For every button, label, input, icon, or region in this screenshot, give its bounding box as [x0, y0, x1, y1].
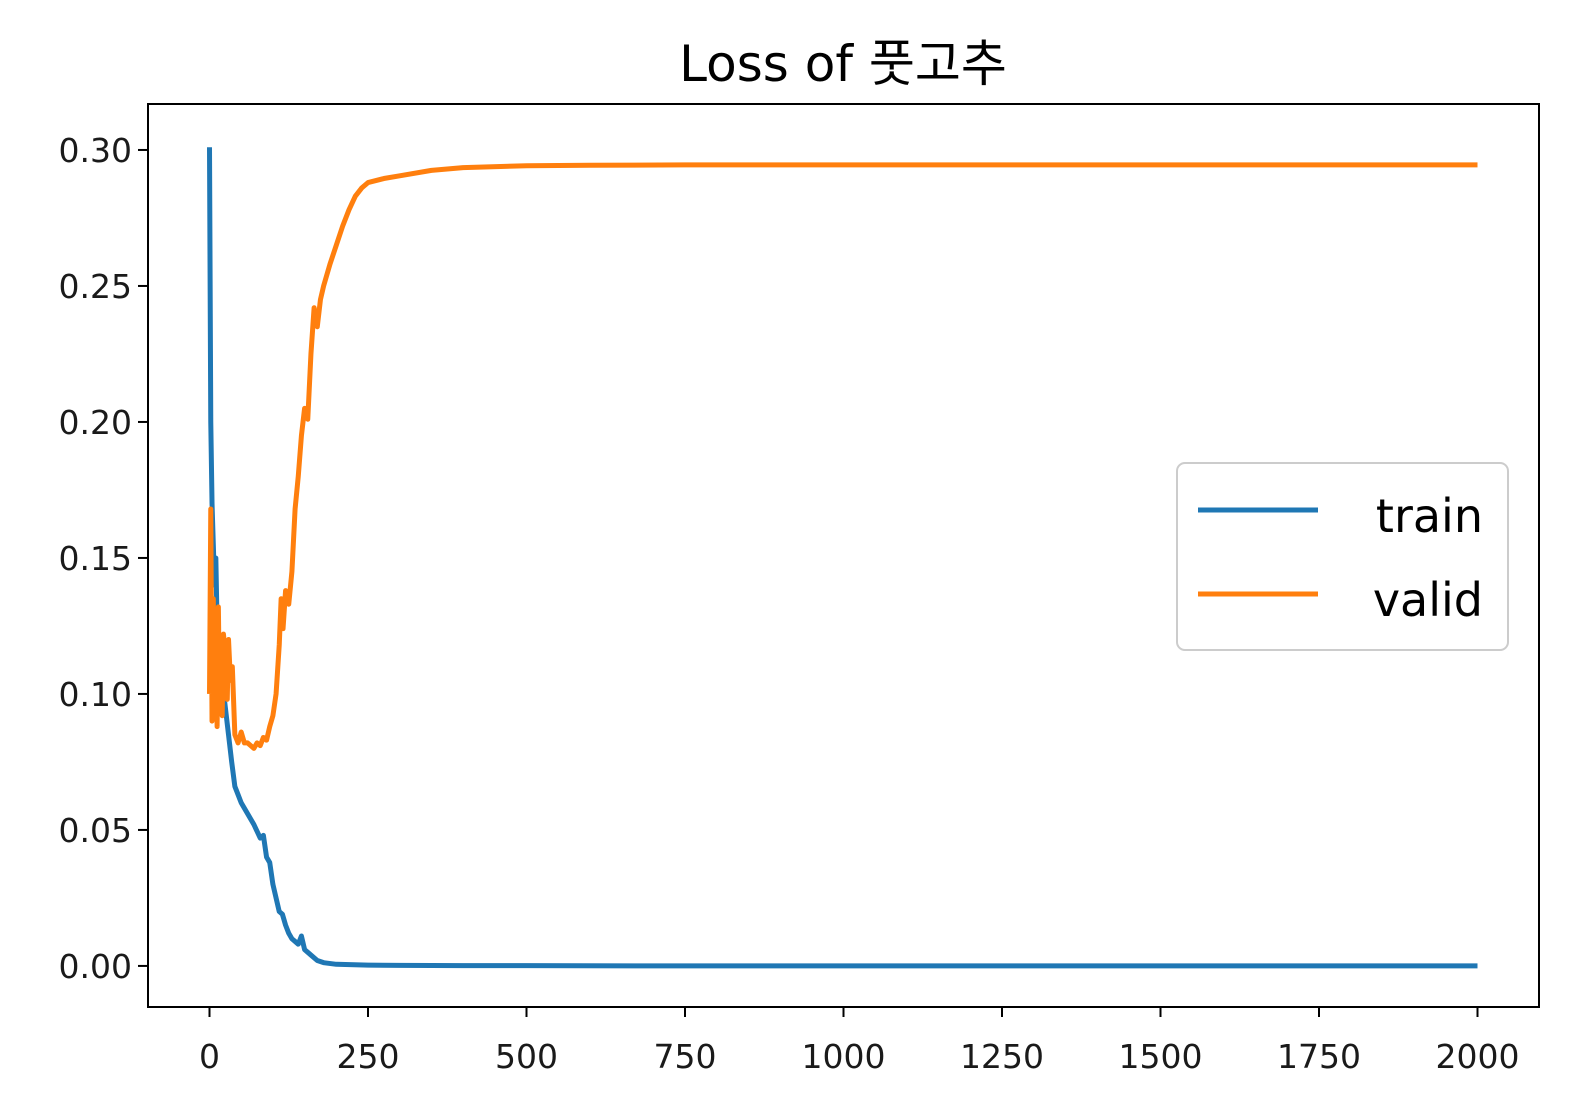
x-tick-label: 1000: [802, 1037, 886, 1076]
y-axis: 0.00 0.05 0.10 0.15 0.20 0.25 0.30: [59, 131, 148, 986]
series-line-valid: [207, 162, 1478, 751]
y-tick-label: 0.25: [59, 267, 132, 306]
legend: train valid: [1176, 462, 1509, 651]
y-tick-label: 0.15: [59, 539, 132, 578]
series-layer: [207, 147, 1478, 969]
x-tick-label: 750: [653, 1037, 716, 1076]
x-tick-label: 500: [495, 1037, 558, 1076]
x-tick-label: 250: [336, 1037, 399, 1076]
x-tick-label: 1750: [1277, 1037, 1361, 1076]
y-tick-label: 0.00: [59, 947, 132, 986]
x-tick-label: 1250: [960, 1037, 1044, 1076]
x-tick-label: 0: [199, 1037, 220, 1076]
y-tick-label: 0.30: [59, 131, 132, 170]
chart-title: Loss of 풋고추: [679, 35, 1007, 93]
legend-label-valid: valid: [1373, 573, 1483, 627]
y-tick-label: 0.10: [59, 675, 132, 714]
x-axis: 0 250 500 750 1000 1250 1500 1750 2000: [199, 1007, 1519, 1076]
legend-label-train: train: [1376, 489, 1483, 543]
x-tick-label: 1500: [1119, 1037, 1203, 1076]
y-tick-label: 0.20: [59, 403, 132, 442]
x-tick-label: 2000: [1436, 1037, 1520, 1076]
y-tick-label: 0.05: [59, 811, 132, 850]
